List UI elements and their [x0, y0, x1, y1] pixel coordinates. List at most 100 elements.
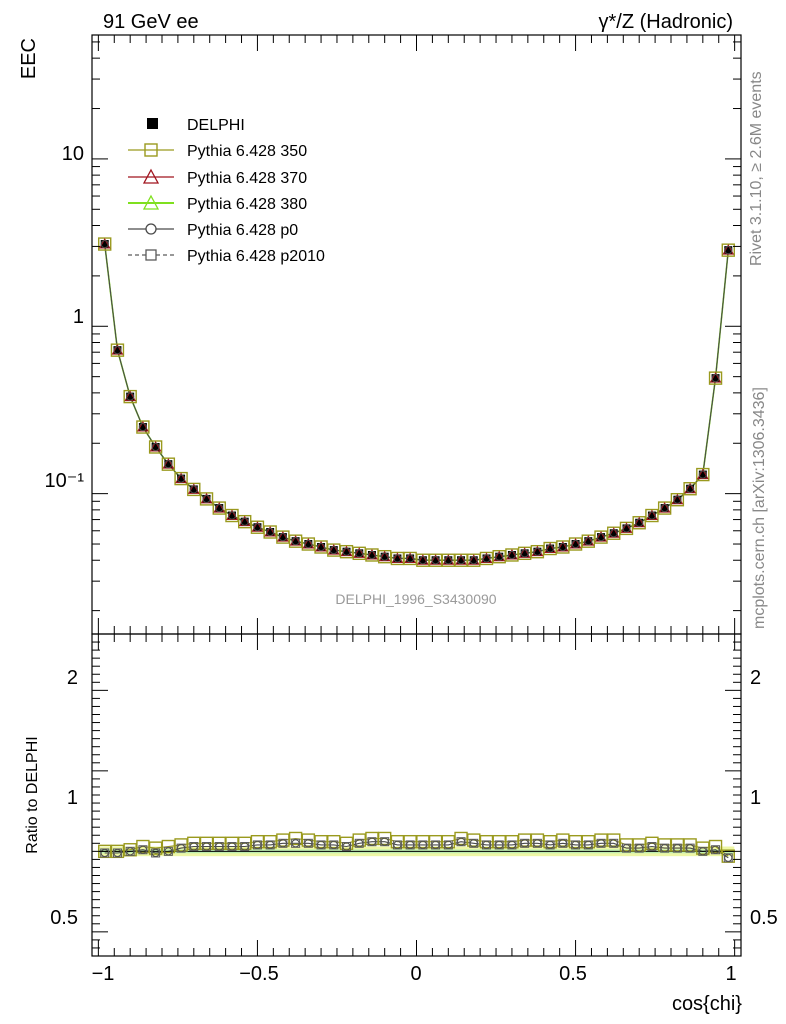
marker-delphi — [520, 549, 529, 558]
ratio-marker-350 — [670, 838, 685, 852]
marker-pythia-p0 — [189, 485, 198, 494]
marker-delphi — [469, 556, 478, 565]
ratio-marker-p2010 — [405, 840, 415, 850]
marker-delphi — [609, 529, 618, 538]
marker-pythia-p0 — [685, 484, 695, 493]
marker-delphi — [686, 484, 695, 493]
legend-label-p0: Pythia 6.428 p0 — [187, 222, 298, 239]
main-series-markers — [98, 237, 735, 567]
marker-pythia-p0 — [380, 552, 389, 561]
ratio-marker-p2010 — [176, 843, 186, 853]
main-ytick-label-10: 10 — [62, 143, 84, 165]
ratio-marker-p2010 — [494, 840, 504, 850]
main-ylabel: EEC — [18, 38, 40, 79]
ratio-marker-350 — [148, 841, 163, 855]
ratio-marker-p2010 — [481, 840, 491, 850]
ratio-marker-350 — [467, 833, 481, 847]
marker-pythia-p0 — [355, 549, 364, 558]
marker-pythia-p0 — [596, 532, 606, 542]
marker-delphi — [227, 511, 236, 520]
marker-pythia-p0 — [571, 539, 580, 549]
marker-pythia-p0 — [711, 374, 720, 383]
ratio-marker-350 — [479, 834, 494, 849]
ratio-marker-p2010 — [507, 840, 517, 850]
ratio-marker-p2010 — [214, 842, 224, 852]
ratio-marker-p2010 — [138, 845, 148, 855]
ratio-marker-p2010 — [532, 838, 542, 848]
ratio-marker-p2010 — [685, 843, 695, 853]
marker-delphi — [202, 494, 211, 503]
ratio-marker-p2010 — [431, 840, 441, 850]
ratio-marker-p2010 — [227, 842, 237, 852]
legend-label-p2010: Pythia 6.428 p2010 — [187, 248, 325, 265]
marker-delphi — [660, 504, 669, 513]
marker-delphi — [317, 542, 326, 551]
ratio-marker-350 — [403, 834, 417, 849]
ratio-marker-p2010 — [354, 838, 364, 848]
analysis-watermark: DELPHI_1996_S3430090 — [335, 591, 496, 607]
ratio-marker-350 — [250, 834, 265, 849]
ratio-marker-350 — [365, 831, 379, 846]
ratio-ytick-label-1-left: 1 — [67, 787, 78, 809]
marker-pythia-p0 — [278, 532, 287, 542]
xtick-label-1: 1 — [725, 963, 736, 985]
marker-delphi — [304, 540, 313, 549]
marker-pythia-p0 — [126, 392, 135, 401]
ratio-marker-p2010 — [520, 838, 530, 848]
ratio-marker-350 — [607, 833, 621, 847]
marker-pythia-p0 — [151, 442, 160, 452]
xtick-label-m1: −1 — [92, 963, 115, 985]
ratio-marker-350 — [441, 834, 456, 849]
marker-delphi — [164, 460, 173, 469]
marker-pythia-p0 — [546, 544, 555, 553]
marker-delphi — [215, 504, 224, 513]
ratio-marker-350 — [505, 834, 519, 849]
legend-marker-370 — [142, 168, 160, 184]
ratio-marker-350 — [619, 838, 634, 852]
marker-pythia-p0 — [406, 554, 415, 563]
ratio-marker-350 — [594, 833, 608, 847]
xtick-label-0p5: 0.5 — [559, 963, 587, 985]
marker-delphi — [558, 542, 567, 551]
marker-pythia-p0 — [647, 511, 657, 520]
marker-pythia-p0 — [291, 537, 300, 546]
ratio-marker-p2010 — [609, 838, 619, 848]
marker-pythia-p0 — [393, 554, 402, 563]
marker-delphi — [367, 550, 376, 559]
marker-delphi — [533, 547, 542, 556]
ratio-marker-350 — [352, 833, 366, 847]
ratio-ytick-label-2-right: 2 — [750, 667, 761, 689]
marker-pythia-p0 — [507, 550, 517, 560]
marker-delphi — [724, 246, 733, 255]
marker-pythia-p0 — [495, 552, 504, 561]
marker-delphi — [291, 537, 300, 546]
marker-delphi — [418, 556, 427, 565]
ratio-marker-p2010 — [621, 843, 631, 853]
ratio-ylabel: Ratio to DELPHI — [24, 736, 41, 853]
ratio-marker-350 — [543, 834, 557, 849]
ratio-marker-350 — [581, 834, 595, 849]
ratio-marker-350 — [136, 839, 150, 854]
ratio-marker-350 — [632, 838, 646, 852]
marker-delphi — [597, 533, 606, 542]
marker-delphi — [457, 556, 466, 565]
legend: DELPHI Pythia 6.428 350 Pythia 6.428 370… — [128, 117, 325, 265]
ratio-marker-p2010 — [278, 838, 288, 848]
ratio-marker-350 — [238, 836, 252, 850]
ratio-marker-350 — [390, 834, 405, 849]
ratio-marker-p2010 — [202, 842, 212, 852]
ratio-marker-p2010 — [265, 840, 275, 850]
marker-delphi — [100, 240, 109, 249]
marker-pythia-p0 — [113, 346, 122, 355]
legend-label-380: Pythia 6.428 380 — [187, 196, 307, 213]
ratio-marker-350 — [276, 833, 290, 847]
marker-pythia-p0 — [558, 542, 567, 552]
marker-delphi — [635, 518, 644, 527]
ratio-marker-p2010 — [711, 845, 721, 855]
marker-pythia-p0 — [660, 503, 669, 513]
marker-pythia-p0 — [253, 523, 262, 532]
marker-delphi — [571, 540, 580, 549]
ratio-marker-p2010 — [380, 837, 390, 847]
ratio-marker-p2010 — [392, 840, 402, 850]
